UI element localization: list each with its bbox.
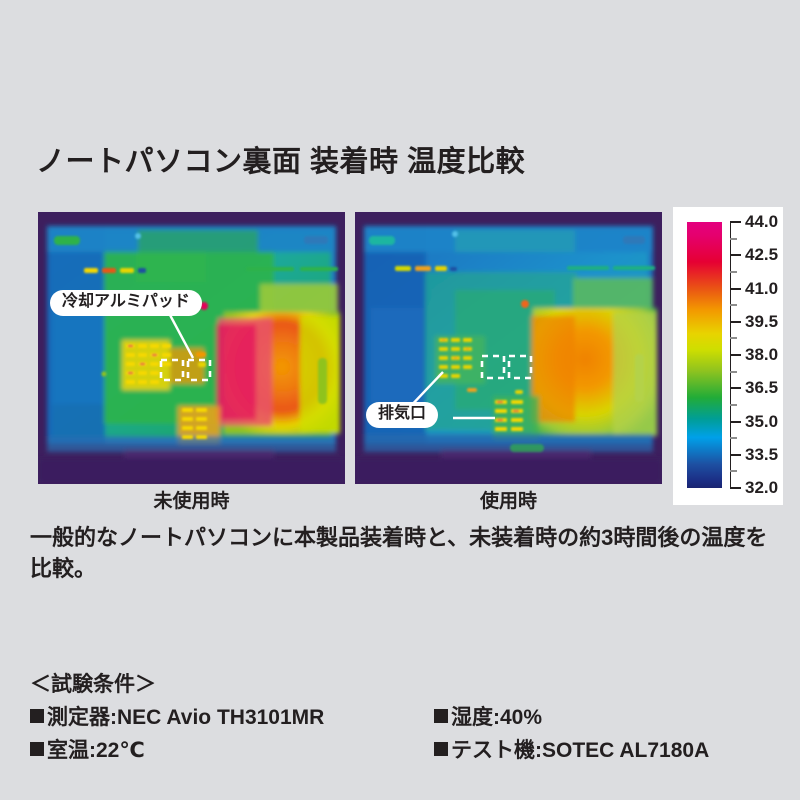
condition-item-humidity: 湿度:40%: [434, 701, 542, 731]
color-scale-tick-label: 41.0: [745, 278, 779, 298]
color-scale-tick-label: 35.0: [745, 411, 779, 431]
callout-cooling-pad: 冷却アルミパッド: [50, 290, 202, 317]
color-scale-tick-minor: [730, 403, 737, 406]
color-scale-tick-minor: [730, 237, 737, 240]
description-text: 一般的なノートパソコンに本製品装着時と、未装着時の約3時間後の温度を比較。: [30, 525, 768, 582]
color-scale-tick-minor: [730, 304, 737, 307]
thermal-image-left: [38, 212, 345, 484]
color-scale-tick-label: 32.0: [745, 478, 779, 497]
color-scale-tick-label: 36.5: [745, 378, 779, 398]
color-scale-tick-label: 39.5: [745, 311, 779, 331]
thermal-image-right: [355, 212, 662, 484]
temperature-color-scale: 44.0 42.5 41.0 39.5 38.0 36.5 35.0 33.5 32.0: [673, 207, 783, 505]
caption-right: 使用時: [479, 491, 537, 512]
callout-cooling-pad-label: 冷却アルミパッド: [62, 293, 190, 310]
bullet-square-icon: [434, 709, 448, 723]
condition-item-humidity-label: 湿度:40%: [451, 706, 543, 729]
condition-item-measuring-device: 測定器:NEC Avio TH3101MR: [30, 701, 324, 731]
color-scale-tick-major: [730, 420, 741, 423]
color-scale-tick-minor: [730, 437, 737, 440]
callout-exhaust-vent: 排気口: [366, 402, 439, 429]
bullet-square-icon: [30, 709, 44, 723]
condition-item-room-temperature: 室温:22℃: [30, 734, 145, 764]
dashed-marker-left: [159, 358, 212, 382]
color-scale-tick-label: 44.0: [745, 212, 779, 231]
condition-item-measuring-device-label: 測定器:NEC Avio TH3101MR: [47, 706, 325, 729]
color-scale-tick-major: [730, 387, 741, 390]
caption-left: 未使用時: [153, 491, 230, 512]
color-scale-tick-label: 38.0: [745, 345, 779, 364]
color-scale-tick-major: [730, 221, 741, 223]
thermal-image-left-canvas: [38, 212, 345, 484]
color-scale-tick-major: [730, 254, 741, 257]
color-scale-tick-major: [730, 287, 741, 290]
color-scale-tick-minor: [730, 270, 737, 273]
callout-exhaust-vent-label: 排気口: [378, 405, 427, 422]
bullet-square-icon: [434, 742, 448, 756]
color-scale-tick-label: 33.5: [745, 444, 779, 464]
color-scale-tick-minor: [730, 337, 737, 340]
color-scale-tick-label: 42.5: [745, 245, 779, 265]
test-conditions: ＜試験条件＞ 測定器:NEC Avio TH3101MR 室温:22℃ 湿度:4…: [30, 668, 775, 762]
color-scale-tick-major: [730, 453, 741, 456]
test-conditions-heading: ＜試験条件＞: [30, 673, 156, 696]
condition-item-test-machine: テスト機:SOTEC AL7180A: [434, 734, 709, 764]
page-title: ノートパソコン裏面 装着時 温度比較: [36, 146, 526, 178]
bullet-square-icon: [30, 742, 44, 756]
color-scale-tick-major: [730, 320, 741, 323]
color-gradient-bar: [687, 222, 722, 488]
color-scale-tick-major: [730, 487, 741, 489]
dashed-marker-right: [480, 354, 533, 380]
color-scale-tick-minor: [730, 370, 737, 373]
color-scale-tick-minor: [730, 470, 737, 473]
condition-item-room-temperature-label: 室温:22℃: [47, 739, 145, 762]
condition-item-test-machine-label: テスト機:SOTEC AL7180A: [451, 739, 710, 762]
thermal-image-right-canvas: [355, 212, 662, 484]
color-scale-tick-major: [730, 354, 741, 356]
